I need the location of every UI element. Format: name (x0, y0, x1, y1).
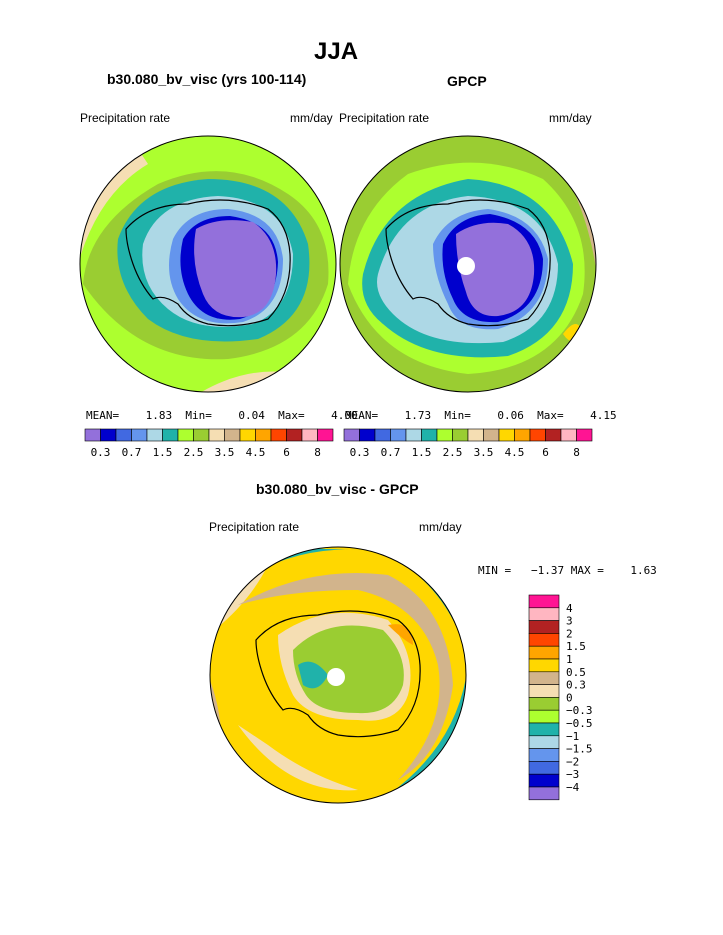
colorbar-tick-label: 3 (566, 615, 573, 628)
left-polar-map (79, 135, 337, 393)
colorbar-swatch (405, 428, 422, 442)
colorbar-swatch (84, 428, 101, 442)
colorbar-swatch (359, 428, 376, 442)
colorbar-tick-label: −4 (566, 781, 580, 794)
left-panel-heading: b30.080_bv_visc (yrs 100-114) (107, 71, 307, 87)
colorbar-swatch (529, 428, 546, 442)
colorbar-tick-label: 0.3 (91, 446, 111, 459)
colorbar-tick-label: 3.5 (215, 446, 235, 459)
colorbar-swatch (224, 428, 241, 442)
colorbar-swatch (528, 671, 560, 685)
right-stats: MEAN= 1.73 Min= 0.06 Max= 4.15 (345, 409, 617, 422)
colorbar-swatch (528, 722, 560, 737)
colorbar-tick-label: −2 (566, 755, 579, 768)
colorbar-swatch (528, 761, 560, 775)
right-panel-heading: GPCP (447, 73, 487, 89)
colorbar-tick-label: 8 (573, 446, 580, 459)
colorbar-tick-label: 0.7 (381, 446, 401, 459)
colorbar-tick-label: 4.5 (505, 446, 525, 459)
difference-heading: b30.080_bv_visc - GPCP (256, 481, 419, 497)
right-colorbar: 0.3 0.7 1.5 2.5 3.5 4.5 6 8 (343, 428, 593, 459)
colorbar-tick-label: 8 (314, 446, 321, 459)
colorbar-swatch (528, 786, 560, 801)
colorbar-tick-label: 1.5 (153, 446, 173, 459)
colorbar-swatch (528, 658, 560, 673)
colorbar-swatch (514, 428, 531, 442)
colorbar-tick-label: 2 (566, 627, 573, 640)
colorbar-swatch (162, 428, 179, 442)
colorbar-tick-label: −1.5 (566, 743, 593, 756)
colorbar-swatch (498, 428, 515, 442)
colorbar-swatch (239, 428, 256, 442)
colorbar-swatch (528, 748, 560, 762)
colorbar-tick-label: 1.5 (566, 640, 586, 653)
colorbar-swatch (560, 428, 577, 442)
colorbar-tick-label: 4 (566, 602, 573, 615)
colorbar-swatch (528, 773, 560, 788)
colorbar-swatch (301, 428, 318, 442)
colorbar-swatch (528, 633, 560, 647)
colorbar-swatch (208, 428, 225, 442)
colorbar-swatch (100, 428, 117, 442)
colorbar-swatch (317, 428, 334, 442)
colorbar-swatch (286, 428, 303, 442)
colorbar-swatch (528, 607, 560, 621)
colorbar-swatch (528, 684, 560, 698)
colorbar-swatch (131, 428, 148, 442)
left-colorbar: 0.3 0.7 1.5 2.5 3.5 4.5 6 8 (84, 428, 334, 459)
difference-variable-label: Precipitation rate (209, 520, 300, 534)
colorbar-tick-label: 0 (566, 691, 573, 704)
colorbar-tick-label: 1 (566, 653, 573, 666)
colorbar-tick-label: 0.5 (566, 666, 586, 679)
colorbar-swatch (193, 428, 210, 442)
colorbar-swatch (146, 428, 163, 442)
colorbar-swatch (452, 428, 469, 442)
colorbar-tick-label: 2.5 (184, 446, 204, 459)
colorbar-swatch (528, 735, 560, 749)
colorbar-tick-label: 4.5 (246, 446, 266, 459)
colorbar-swatch (390, 428, 407, 442)
colorbar-swatch (343, 428, 360, 442)
colorbar-tick-label: 6 (283, 446, 290, 459)
right-panel-units-label: mm/day (549, 111, 592, 125)
colorbar-tick-label: −3 (566, 768, 579, 781)
colorbar-tick-label: 2.5 (443, 446, 463, 459)
colorbar-swatch (528, 594, 560, 609)
left-panel-units-label: mm/day (290, 111, 333, 125)
colorbar-swatch (467, 428, 484, 442)
right-polar-map (339, 135, 597, 393)
colorbar-tick-label: −1 (566, 730, 579, 743)
colorbar-swatch (528, 620, 560, 634)
colorbar-tick-label: 6 (542, 446, 549, 459)
difference-units-label: mm/day (419, 520, 462, 534)
colorbar-swatch (421, 428, 438, 442)
colorbar-tick-label: −0.3 (566, 704, 593, 717)
colorbar-swatch (374, 428, 391, 442)
colorbar-tick-label: 1.5 (412, 446, 432, 459)
colorbar-swatch (177, 428, 194, 442)
left-panel-variable-label: Precipitation rate (80, 111, 171, 125)
colorbar-swatch (545, 428, 562, 442)
difference-minmax: MIN = −1.37 MAX = 1.63 (478, 564, 657, 577)
left-stats: MEAN= 1.83 Min= 0.04 Max= 4.00 (86, 409, 358, 422)
colorbar-swatch (528, 697, 560, 711)
difference-polar-map (209, 546, 467, 804)
colorbar-swatch (528, 645, 560, 660)
colorbar-tick-label: 0.3 (350, 446, 370, 459)
colorbar-swatch (576, 428, 593, 442)
colorbar-swatch (483, 428, 500, 442)
colorbar-tick-label: −0.5 (566, 717, 593, 730)
colorbar-swatch (528, 709, 560, 724)
colorbar-swatch (436, 428, 453, 442)
page-title: JJA (314, 38, 359, 65)
colorbar-tick-label: 0.3 (566, 679, 586, 692)
colorbar-tick-label: 3.5 (474, 446, 494, 459)
colorbar-swatch (115, 428, 132, 442)
colorbar-swatch (270, 428, 287, 442)
colorbar-swatch (255, 428, 272, 442)
colorbar-tick-label: 0.7 (122, 446, 142, 459)
right-panel-variable-label: Precipitation rate (339, 111, 430, 125)
